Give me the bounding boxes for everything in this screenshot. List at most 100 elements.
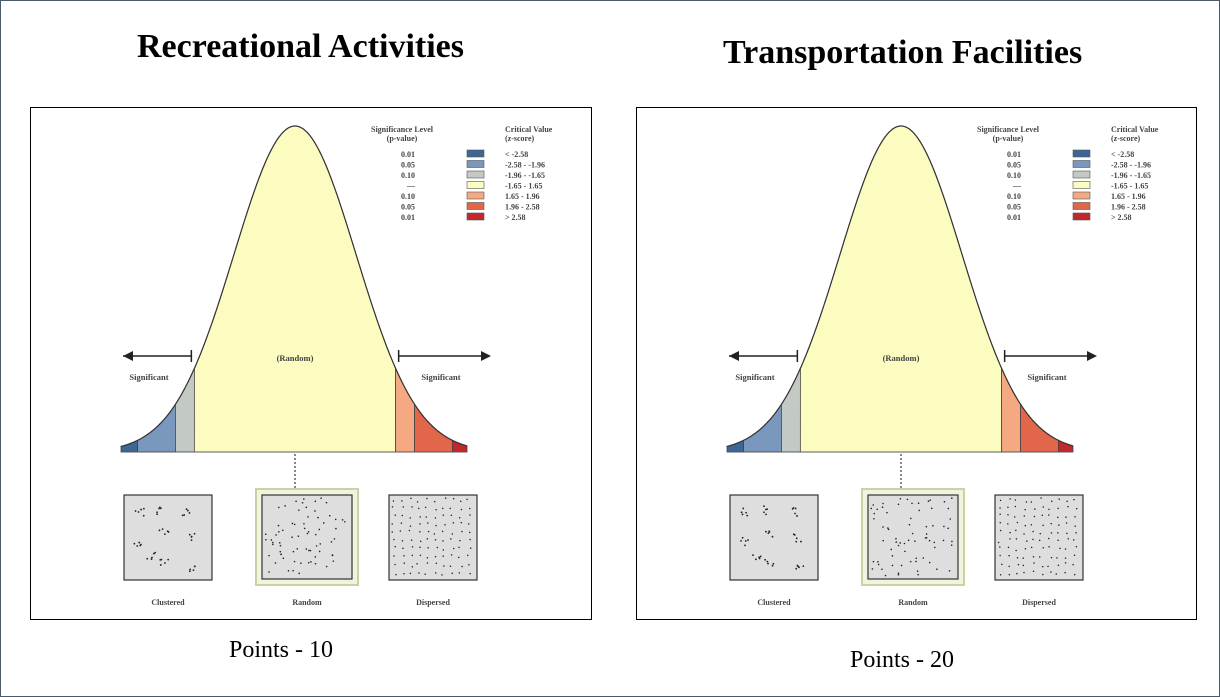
pattern-point	[1067, 537, 1070, 540]
pattern-point	[747, 539, 749, 541]
pattern-point	[794, 507, 797, 510]
pattern-point	[166, 530, 169, 533]
pattern-point	[393, 555, 395, 557]
pattern-point	[895, 537, 897, 540]
curve-region-p010-high	[395, 368, 415, 453]
pattern-point	[887, 527, 889, 529]
pattern-label-dispersed: Dispersed	[416, 598, 450, 607]
pattern-point	[281, 529, 284, 532]
legend-header-p: Significance Level	[371, 125, 434, 134]
pattern-point	[424, 573, 426, 575]
legend-header-p-unit: (p-value)	[387, 134, 418, 143]
pattern-point	[1024, 508, 1026, 511]
pattern-point	[899, 497, 902, 500]
pattern-point	[1064, 562, 1067, 564]
pattern-point	[925, 536, 928, 539]
legend-row: 0.05 1.96 - 2.58	[1007, 202, 1146, 212]
legend-row: 0.01 < -2.58	[1007, 149, 1134, 159]
pattern-point	[1032, 555, 1035, 558]
pattern-point	[1024, 547, 1027, 550]
pattern-point	[745, 511, 748, 514]
pattern-point	[335, 527, 337, 530]
pattern-point	[450, 538, 452, 540]
pattern-point	[193, 565, 196, 568]
pattern-point	[1042, 506, 1045, 508]
pattern-point	[925, 525, 928, 528]
pattern-point	[469, 514, 471, 516]
legend-p-value: 0.01	[401, 150, 415, 159]
pattern-point	[1024, 524, 1027, 527]
pattern-point	[1009, 531, 1011, 534]
curve-region-random	[799, 125, 1002, 453]
legend-row: 0.05 1.96 - 2.58	[401, 202, 540, 212]
legend-z-range: 1.65 - 1.96	[1111, 192, 1146, 201]
pattern-point	[948, 570, 951, 572]
pattern-point	[426, 537, 429, 540]
pattern-point	[891, 555, 894, 557]
pattern-point	[308, 549, 310, 552]
pattern-point	[419, 530, 421, 533]
pattern-point	[1066, 532, 1068, 535]
legend-z-range: -2.58 - -1.96	[1111, 161, 1151, 170]
panel-caption-right: Points - 20	[850, 647, 955, 673]
pattern-point	[392, 500, 395, 502]
pattern-point	[1056, 557, 1058, 559]
pattern-point	[943, 525, 945, 528]
pattern-point	[401, 500, 403, 502]
pattern-point	[469, 507, 471, 510]
legend-swatch	[1072, 191, 1091, 200]
pattern-point	[400, 522, 403, 524]
pattern-clustered	[123, 494, 213, 581]
pattern-point	[1030, 546, 1033, 549]
pattern-point	[1073, 573, 1076, 576]
pattern-point	[451, 533, 454, 535]
pattern-field	[261, 494, 353, 580]
legend-p-value: 0.05	[401, 203, 415, 212]
pattern-point	[904, 550, 906, 553]
pattern-point	[419, 540, 422, 543]
pattern-point	[1007, 514, 1009, 516]
pattern-point	[154, 551, 157, 554]
pattern-point	[435, 562, 438, 565]
pattern-point	[159, 564, 162, 566]
pattern-point	[877, 563, 880, 566]
pattern-clustered	[729, 494, 819, 581]
pattern-point	[427, 546, 429, 549]
pattern-point	[279, 544, 282, 547]
pattern-point	[450, 514, 453, 517]
pattern-point	[306, 532, 309, 535]
significant-label-right: Significant	[1027, 372, 1066, 382]
legend-p-value: 0.05	[1007, 161, 1021, 170]
pattern-point	[1057, 516, 1059, 519]
pattern-point	[401, 539, 404, 542]
pattern-point	[930, 507, 933, 510]
pattern-point	[318, 528, 321, 531]
curve-region-p010-low	[174, 368, 195, 453]
diagram-panel-right: Significant Significant (Random) Significan…	[636, 107, 1197, 620]
pattern-point	[444, 497, 447, 499]
pattern-point	[303, 527, 306, 530]
legend-p-value: 0.01	[1007, 213, 1021, 222]
pattern-point	[433, 500, 436, 503]
pattern-point	[419, 546, 421, 548]
pattern-point	[403, 555, 405, 557]
random-label: (Random)	[883, 353, 920, 363]
pattern-point	[284, 505, 286, 507]
pattern-point	[907, 539, 910, 542]
pattern-point	[160, 507, 162, 510]
pattern-point	[997, 541, 1000, 544]
pattern-point	[395, 573, 397, 576]
pattern-point	[882, 502, 884, 505]
pattern-point	[1059, 547, 1061, 550]
pattern-point	[425, 516, 427, 518]
pattern-point	[298, 572, 300, 575]
pattern-point	[897, 572, 900, 575]
legend-header-p: Significance Level	[977, 125, 1040, 134]
pattern-point	[152, 552, 155, 555]
legend-p-value: —	[406, 182, 416, 191]
legend-p-value: 0.05	[1007, 203, 1021, 212]
pattern-point	[167, 558, 170, 561]
pattern-point	[328, 514, 331, 517]
legend-p-value: 0.01	[1007, 150, 1021, 159]
pattern-point	[442, 555, 444, 557]
